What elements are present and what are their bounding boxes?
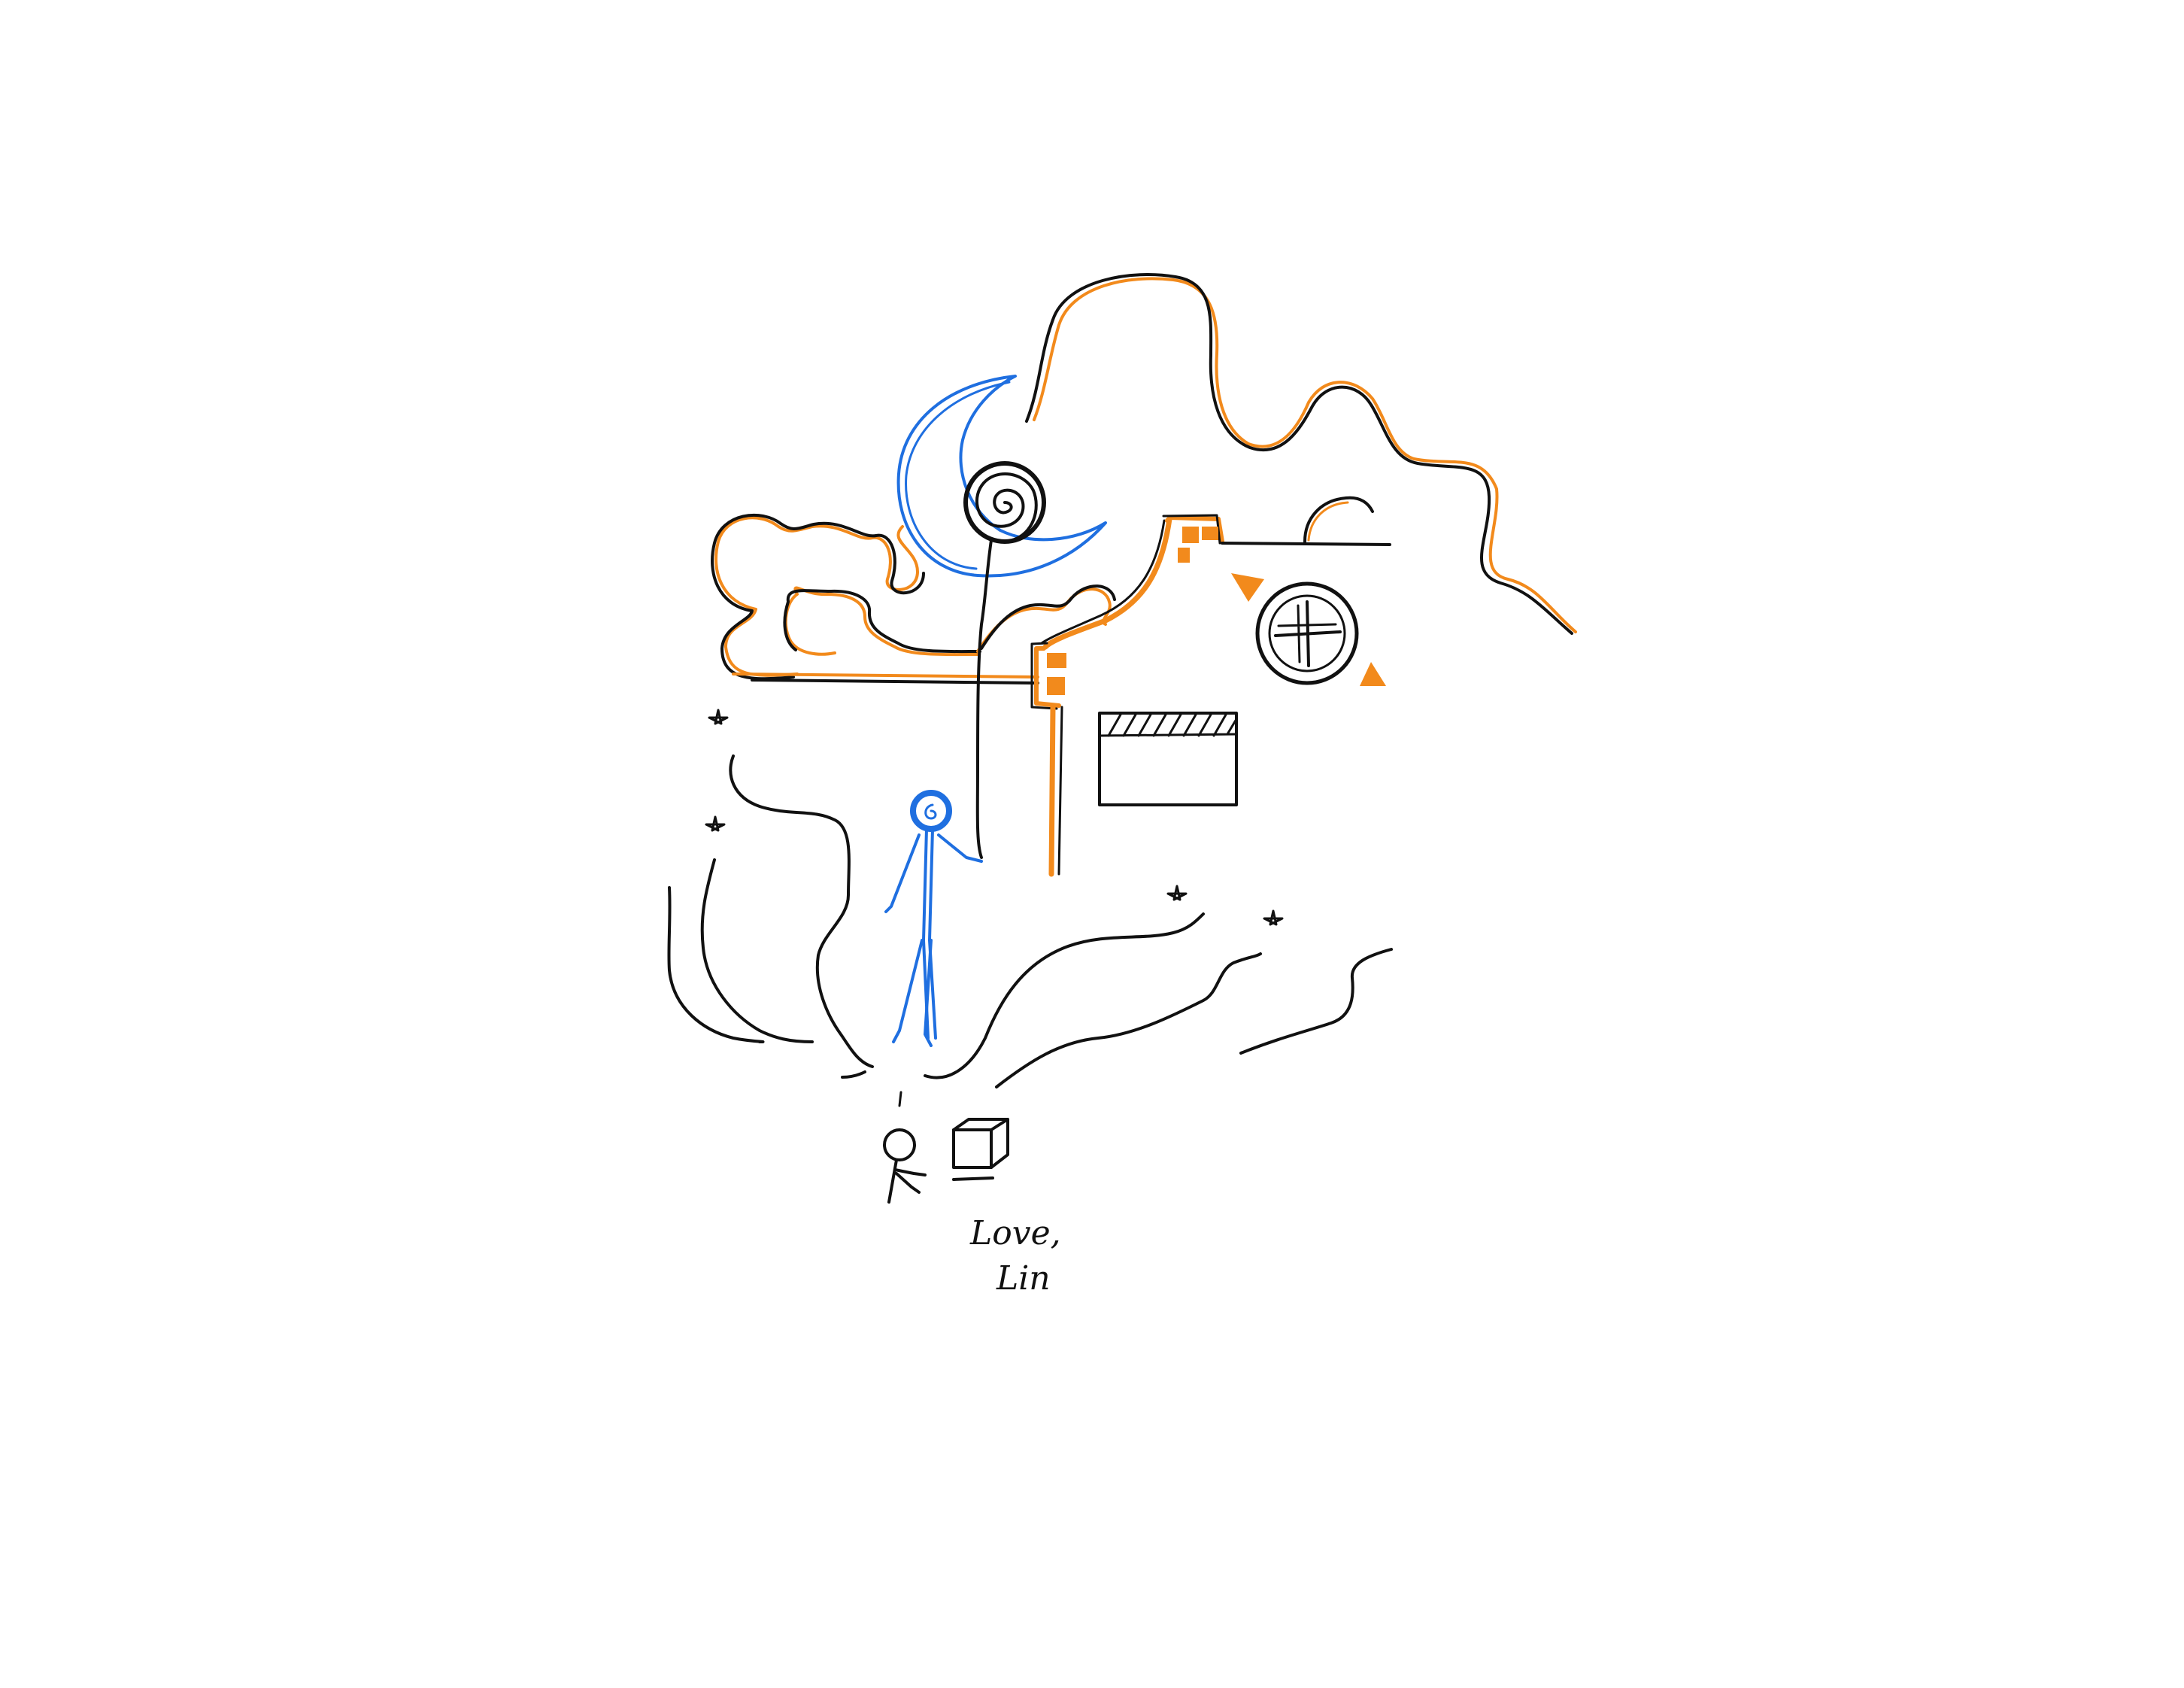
- star-icon: [1263, 909, 1284, 926]
- small-person-icon: [883, 1128, 927, 1204]
- large-cloud: [1025, 273, 1577, 635]
- signature-doodle: [883, 1118, 1009, 1204]
- star-icon: [705, 815, 726, 832]
- star-icon: [708, 709, 729, 725]
- tower-window-3: [1178, 548, 1190, 563]
- tower-window-2: [1202, 527, 1218, 540]
- signature-line-2: Lin: [996, 1259, 1051, 1298]
- triangle-ornament-1: [1231, 573, 1264, 602]
- computer-icon: [952, 1118, 1009, 1181]
- winding-paths: [667, 754, 1393, 1107]
- building: [1030, 496, 1391, 877]
- star-icon: [1166, 885, 1188, 901]
- stars: [705, 709, 1284, 926]
- blue-stick-figure: [884, 790, 983, 1047]
- triangle-ornament-2: [1360, 662, 1386, 686]
- spiral-sun-icon: [963, 461, 1046, 859]
- signature-line-1: Love,: [970, 1214, 1061, 1252]
- ledge-window-1: [1047, 653, 1066, 668]
- tower-window-1: [1182, 527, 1199, 543]
- ledge-window-2: [1047, 677, 1065, 695]
- left-cloud: [711, 513, 1116, 685]
- crescent-moon: [896, 375, 1107, 578]
